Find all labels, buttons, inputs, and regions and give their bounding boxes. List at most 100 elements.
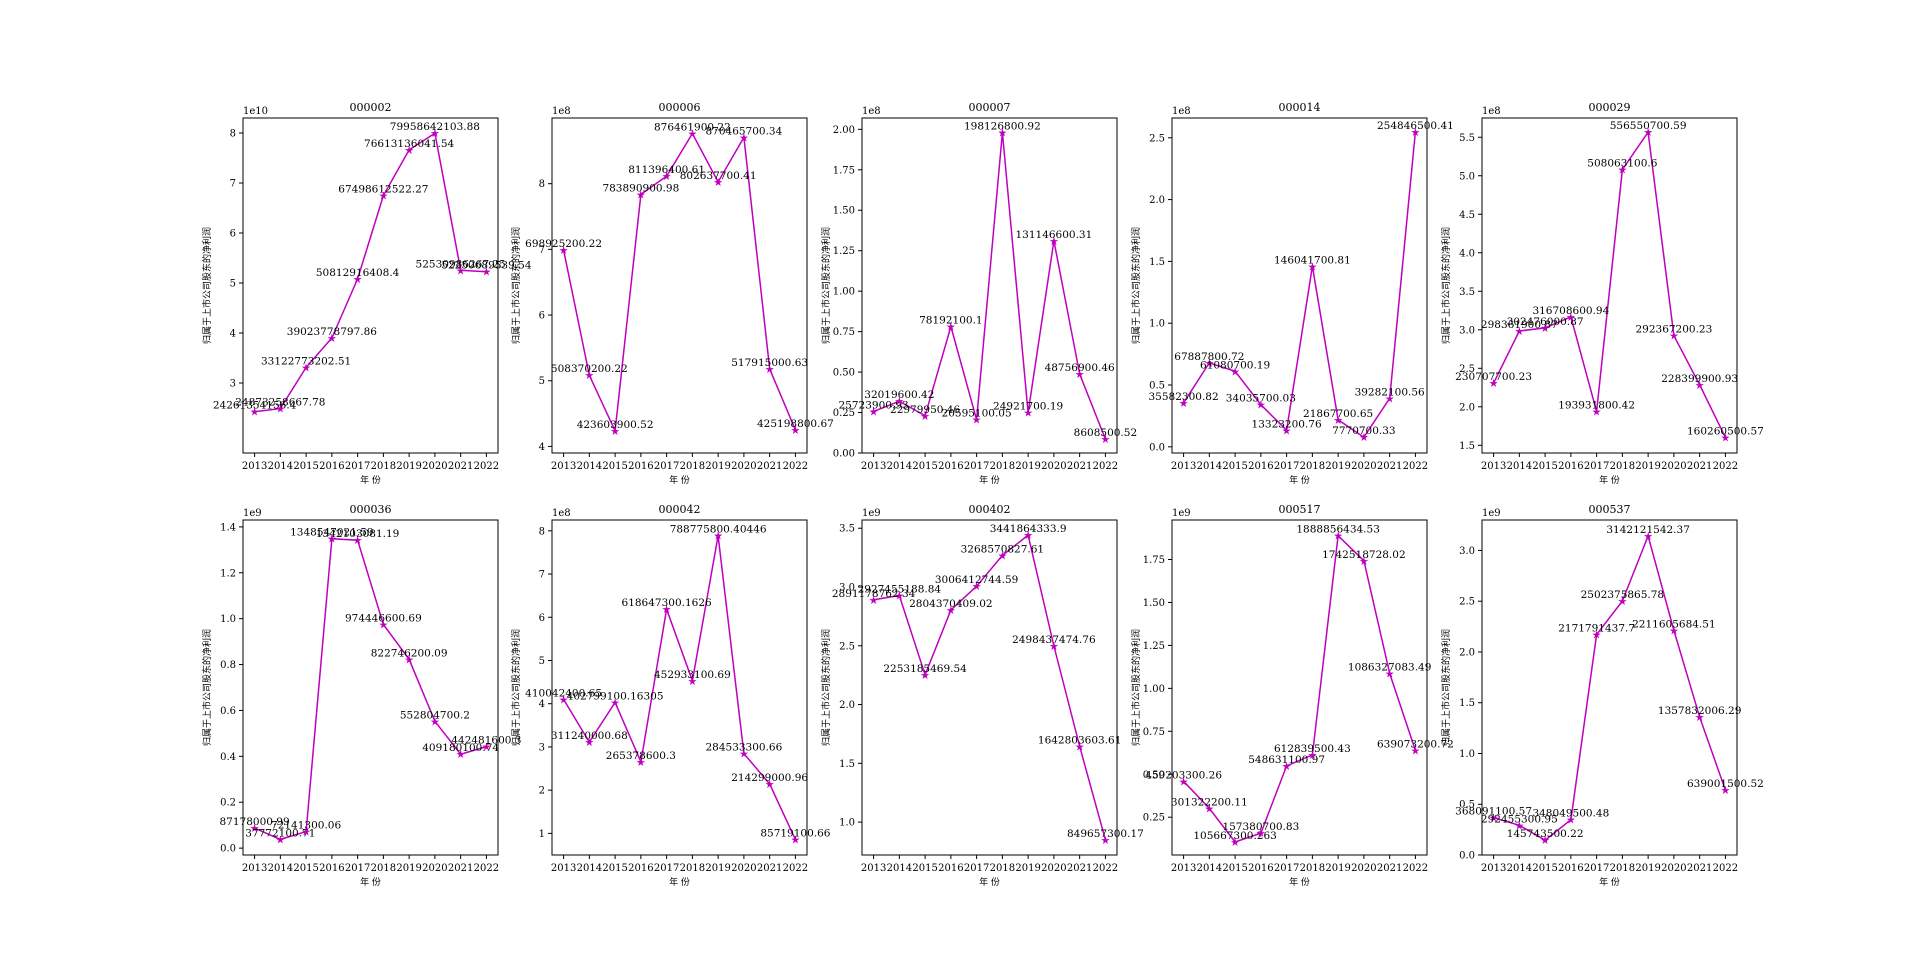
data-point: ★ [765, 363, 775, 376]
data-point: ★ [894, 395, 904, 408]
axes-frame [1481, 519, 1738, 856]
data-label: 13323200.76 [1252, 418, 1322, 430]
data-label: 409180100.74 [422, 742, 499, 754]
data-label: 1742518728.02 [1322, 549, 1406, 561]
data-point: ★ [353, 273, 363, 286]
data-label: 3142121542.37 [1606, 524, 1690, 536]
x-tick-label: 2017 [1274, 863, 1299, 874]
data-label: 48756900.46 [1045, 362, 1115, 374]
data-label: 1086327083.49 [1348, 662, 1432, 674]
data-label: 32019600.42 [864, 389, 934, 401]
x-tick-label: 2014 [1507, 863, 1532, 874]
y-tick-label: 1.50 [833, 206, 855, 217]
y-tick-label: 2.5 [1459, 597, 1475, 608]
x-tick-label: 2015 [1532, 863, 1557, 874]
data-point: ★ [1282, 424, 1292, 437]
y-tick-label: 0.0 [1149, 442, 1165, 453]
x-tick-label: 2019 [705, 461, 730, 472]
x-tick-label: 2015 [912, 863, 937, 874]
data-label: 284533300.66 [705, 742, 782, 754]
y-tick-label: 1.00 [1143, 684, 1165, 695]
x-tick-label: 2016 [1558, 461, 1583, 472]
axes-frame [551, 117, 808, 454]
x-tick-label: 2022 [1093, 863, 1118, 874]
y-tick-label: 1 [539, 829, 545, 840]
data-label: 3268570827.61 [961, 543, 1045, 555]
x-tick-label: 2019 [1635, 461, 1660, 472]
data-label: 22979950.46 [890, 404, 960, 416]
data-label: 1342103081.19 [316, 528, 400, 540]
y-tick-label: 1.0 [220, 614, 236, 625]
y-tick-label: 2.5 [1459, 364, 1475, 375]
x-tick-label: 2014 [1507, 461, 1532, 472]
x-tick-label: 2022 [1403, 863, 1428, 874]
x-tick-label: 2013 [861, 461, 886, 472]
data-point: ★ [972, 580, 982, 593]
x-tick-label: 2014 [1197, 863, 1222, 874]
data-point: ★ [327, 332, 337, 345]
x-tick-label: 2020 [1041, 461, 1066, 472]
x-tick-label: 2013 [242, 863, 267, 874]
x-tick-label: 2022 [1713, 863, 1738, 874]
data-label: 811396400.61 [628, 164, 705, 176]
y-scale-label: 1e8 [552, 508, 571, 519]
y-tick-label: 6 [539, 311, 545, 322]
data-point: ★ [1049, 640, 1059, 653]
y-scale-label: 1e8 [1172, 106, 1191, 117]
data-point: ★ [765, 778, 775, 791]
data-point: ★ [610, 696, 620, 709]
data-label: 85719100.66 [760, 828, 830, 840]
y-tick-label: 0.00 [833, 449, 855, 460]
x-tick-label: 2015 [1532, 461, 1557, 472]
axes-frame [1171, 117, 1428, 454]
data-point: ★ [1695, 711, 1705, 724]
y-tick-label: 1.5 [1459, 441, 1475, 452]
x-tick-label: 2015 [602, 461, 627, 472]
data-label: 2253185469.54 [883, 663, 967, 675]
data-point: ★ [1100, 433, 1110, 446]
data-label: 508370200.22 [551, 363, 628, 375]
y-scale-label: 1e8 [862, 106, 881, 117]
data-label: 265378600.3 [606, 750, 676, 762]
data-point: ★ [894, 590, 904, 603]
x-tick-label: 2020 [422, 461, 447, 472]
data-point: ★ [481, 741, 491, 754]
series-line [562, 131, 797, 434]
data-point: ★ [1049, 235, 1059, 248]
data-label: 105667300.263 [1193, 830, 1277, 842]
series-line [873, 132, 1107, 440]
chart-title: 000029 [1589, 101, 1631, 114]
x-tick-label: 2013 [1481, 863, 1506, 874]
data-label: 1348547021.59 [290, 527, 374, 539]
x-tick-label: 2017 [964, 461, 989, 472]
y-scale-label: 1e9 [243, 508, 262, 519]
data-label: 146041700.81 [1274, 254, 1351, 266]
x-tick-label: 2015 [293, 461, 318, 472]
y-tick-label: 0.4 [220, 752, 236, 763]
data-label: 228399900.93 [1661, 373, 1738, 385]
x-tick-label: 2017 [345, 863, 370, 874]
chart-title: 000036 [350, 503, 392, 516]
data-label: 402799100.16305 [567, 690, 664, 702]
x-tick-label: 2022 [474, 863, 499, 874]
data-label: 1888856434.53 [1296, 524, 1380, 536]
y-tick-label: 7 [539, 570, 545, 581]
y-scale-label: 1e9 [1172, 508, 1191, 519]
data-point: ★ [1204, 357, 1214, 370]
x-tick-label: 2014 [268, 863, 293, 874]
data-point: ★ [1023, 529, 1033, 542]
data-point: ★ [610, 425, 620, 438]
data-label: 459203300.26 [1145, 769, 1222, 781]
data-point: ★ [1410, 744, 1420, 757]
data-label: 145743500.22 [1507, 828, 1584, 840]
y-tick-label: 0.5 [1149, 381, 1165, 392]
x-tick-label: 2021 [1687, 863, 1712, 874]
data-label: 2927455188.84 [858, 584, 942, 596]
data-label: 50812916408.4 [316, 267, 400, 279]
data-label: 39023778797.86 [287, 326, 378, 338]
data-point: ★ [1540, 834, 1550, 847]
x-tick-label: 2016 [628, 461, 653, 472]
x-tick-label: 2017 [1584, 863, 1609, 874]
y-axis-label: 归属于上市公司股东的净利润 [1440, 227, 1452, 344]
